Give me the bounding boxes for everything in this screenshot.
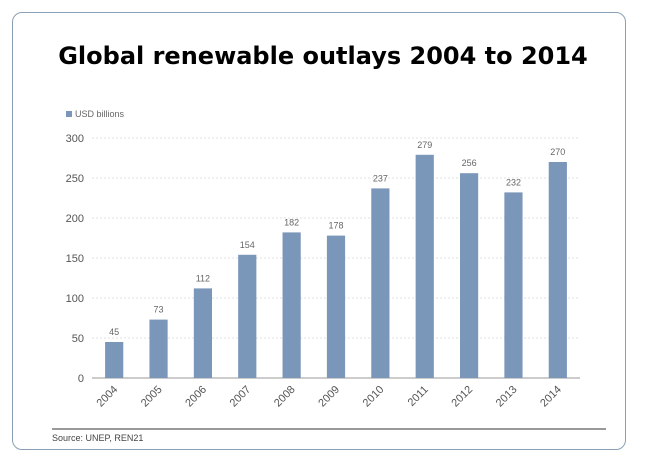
data-label-2011: 279 — [417, 140, 432, 150]
y-tick-label: 100 — [66, 293, 84, 305]
data-label-2012: 256 — [462, 158, 477, 168]
x-tick-label-2014: 2014 — [538, 384, 564, 410]
bar-2005 — [149, 319, 168, 378]
y-tick-label: 300 — [66, 133, 84, 145]
y-tick-label: 250 — [66, 173, 84, 185]
source-note: Source: UNEP, REN21 — [52, 433, 144, 443]
bar-2009 — [326, 235, 346, 378]
x-tick-label-2006: 2006 — [183, 384, 209, 410]
bar-2007 — [238, 254, 257, 378]
y-tick-label: 0 — [78, 373, 84, 385]
data-label-2010: 237 — [373, 173, 388, 183]
bar-2014 — [548, 162, 567, 378]
data-label-2009: 178 — [328, 221, 343, 231]
legend-swatch — [66, 111, 72, 117]
data-label-2014: 270 — [550, 147, 565, 157]
x-tick-label-2010: 2010 — [361, 384, 387, 410]
data-label-2006: 112 — [196, 273, 210, 283]
legend: USD billions — [66, 109, 125, 119]
data-label-2007: 154 — [240, 240, 255, 250]
x-tick-label-2009: 2009 — [316, 384, 342, 410]
y-tick-label: 150 — [66, 253, 84, 265]
x-tick-label-2011: 2011 — [406, 384, 431, 409]
x-tick-label-2007: 2007 — [228, 384, 254, 410]
bar-2012 — [459, 173, 479, 378]
x-tick-label-2012: 2012 — [449, 384, 475, 410]
x-tick-label-2004: 2004 — [95, 384, 121, 410]
bar-2006 — [193, 288, 213, 378]
x-tick-label-2005: 2005 — [139, 384, 165, 410]
bar-2008 — [282, 232, 301, 378]
legend-label: USD billions — [75, 109, 125, 119]
y-tick-label: 50 — [72, 333, 84, 345]
bar-2004 — [105, 342, 124, 378]
data-label-2004: 45 — [109, 327, 119, 337]
y-tick-label: 200 — [66, 213, 84, 225]
data-labels: 45 73 112 154 182 178 237 279 256 232 270 — [109, 140, 565, 337]
x-tick-label-2013: 2013 — [494, 384, 520, 410]
bars — [105, 154, 567, 378]
data-label-2005: 73 — [154, 305, 164, 315]
bar-2013 — [504, 192, 523, 378]
data-label-2008: 182 — [284, 217, 299, 227]
bar-2011 — [415, 154, 434, 378]
x-tick-label-2008: 2008 — [272, 384, 298, 410]
x-tick-labels: 2004 2005 2006 2007 2008 2009 2010 2011 2012 2013… — [95, 384, 564, 410]
chart-title: Global renewable outlays 2004 to 2014 — [58, 42, 588, 70]
y-tick-labels: 0 50 100 150 200 250 300 — [66, 133, 84, 385]
bar-2010 — [371, 188, 390, 378]
data-label-2013: 232 — [506, 177, 521, 187]
